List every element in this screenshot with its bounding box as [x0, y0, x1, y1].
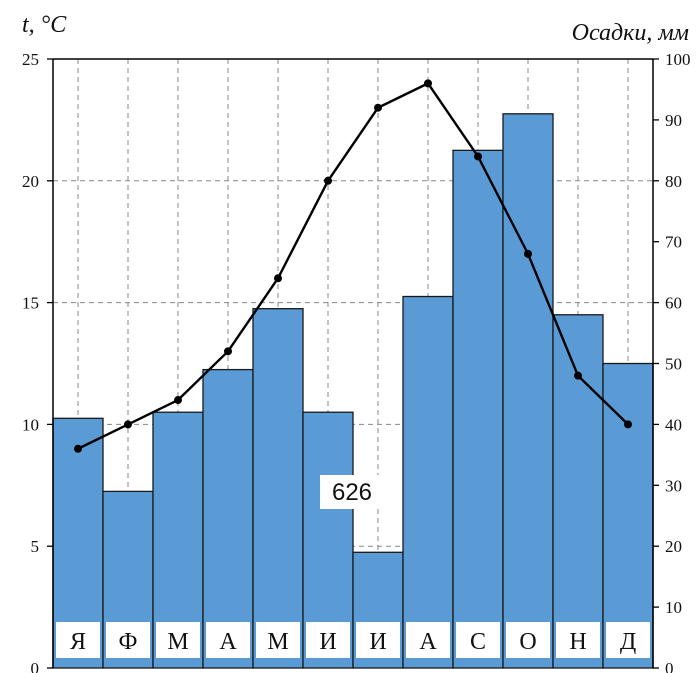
month-label: М — [167, 629, 188, 655]
month-label: А — [419, 629, 437, 655]
month-label-box — [206, 622, 250, 658]
right-tick-label: 20 — [665, 537, 682, 556]
left-tick-label: 25 — [22, 50, 39, 69]
right-tick-label: 60 — [665, 294, 682, 313]
temperature-point — [574, 371, 582, 380]
temperature-point — [174, 396, 182, 405]
month-label: О — [519, 629, 536, 655]
month-label: М — [267, 629, 288, 655]
left-tick-label: 10 — [22, 415, 39, 434]
month-label-box — [606, 622, 650, 658]
temperature-point — [74, 444, 82, 453]
month-label-box — [406, 622, 450, 658]
precipitation-bar — [502, 113, 554, 669]
month-label: И — [369, 629, 386, 655]
right-tick-label: 10 — [665, 598, 682, 617]
month-label-box — [306, 622, 350, 658]
temperature-line — [74, 79, 632, 453]
month-label: А — [219, 629, 237, 655]
precipitation-bar — [202, 368, 254, 669]
month-label-box — [556, 622, 600, 658]
total-precipitation-box — [320, 475, 384, 509]
axes: 0 5 10 15 20 25 0 10 20 30 40 50 60 70 80 90 100 — [22, 50, 691, 673]
total-precipitation-annotation: 626 — [320, 475, 384, 509]
month-label-box — [156, 622, 200, 658]
temperature-point — [424, 79, 432, 88]
total-precipitation-label: 626 — [332, 479, 372, 506]
month-label-box — [56, 622, 100, 658]
precipitation-bar — [452, 149, 504, 669]
month-label: Ф — [119, 629, 138, 655]
precipitation-bar — [402, 295, 454, 669]
right-tick-label: 70 — [665, 233, 682, 252]
temperature-point — [274, 274, 282, 283]
month-label-box — [106, 622, 150, 658]
right-tick-label: 50 — [665, 355, 682, 374]
month-label-box — [506, 622, 550, 658]
right-tick-label: 100 — [665, 50, 691, 69]
temperature-polyline — [77, 82, 629, 450]
left-tick-label: 5 — [31, 537, 40, 556]
month-label: И — [319, 629, 336, 655]
temperature-point — [224, 347, 232, 356]
right-tick-label: 0 — [665, 659, 674, 673]
left-tick-label: 15 — [22, 294, 39, 313]
month-label: Я — [70, 629, 86, 655]
precipitation-bar — [552, 314, 604, 669]
month-label-box — [356, 622, 400, 658]
precipitation-bars — [52, 113, 654, 669]
temperature-point — [374, 103, 382, 112]
right-tick-label: 40 — [665, 415, 682, 434]
left-tick-label: 20 — [22, 172, 39, 191]
temperature-point — [324, 176, 332, 185]
temperature-point — [124, 420, 132, 429]
left-tick-label: 0 — [31, 659, 40, 673]
month-label-box — [456, 622, 500, 658]
precipitation-bar — [602, 362, 654, 669]
precipitation-bar — [252, 308, 304, 669]
right-tick-label: 30 — [665, 476, 682, 495]
left-axis-title: t, °C — [22, 12, 67, 38]
right-tick-label: 80 — [665, 172, 682, 191]
temperature-point — [474, 152, 482, 161]
month-label: Д — [620, 629, 636, 655]
month-label: С — [470, 629, 486, 655]
temperature-point — [624, 420, 632, 429]
month-label: Н — [569, 629, 586, 655]
month-label-box — [256, 622, 300, 658]
temperature-point — [524, 249, 532, 258]
right-tick-label: 90 — [665, 111, 682, 130]
right-axis-title: Осадки, мм — [572, 20, 689, 46]
